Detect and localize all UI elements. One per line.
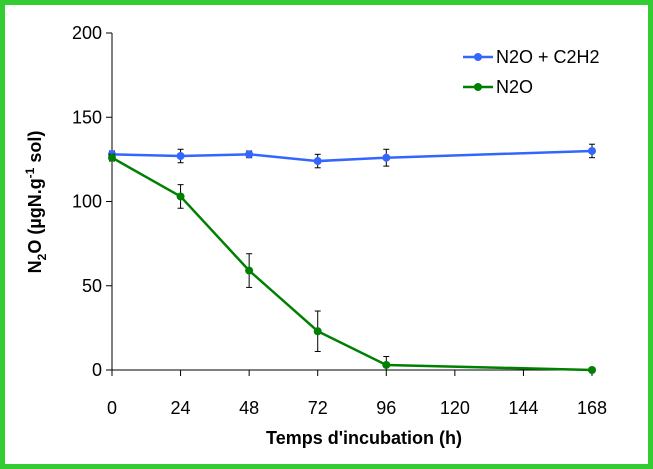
y-tick-label: 50 — [82, 276, 102, 296]
data-point — [382, 153, 391, 162]
y-tick-label: 0 — [92, 360, 102, 380]
y-axis-title: N2O (µgN.g-1 sol) — [23, 131, 49, 274]
x-tick-label: 168 — [577, 398, 607, 418]
series-group — [108, 143, 596, 374]
data-point — [588, 366, 596, 374]
legend-swatch-marker — [474, 83, 482, 91]
data-point — [245, 150, 254, 159]
x-tick-label: 48 — [239, 398, 259, 418]
x-tick-label: 144 — [508, 398, 538, 418]
legend-label: N2O + C2H2 — [496, 47, 600, 67]
x-ticks: 0 24 48 72 96 120 144 168 — [107, 370, 607, 418]
y-tick-label: 100 — [72, 192, 102, 212]
y-axis-title-end: sol) — [25, 131, 45, 168]
x-tick-label: 72 — [308, 398, 328, 418]
y-axis-title-sub: 2 — [35, 253, 49, 260]
y-axis-title-base: N — [25, 260, 45, 273]
x-axis-title: Temps d'incubation (h) — [266, 428, 462, 448]
x-tick-label: 0 — [107, 398, 117, 418]
x-tick-label: 24 — [171, 398, 191, 418]
series-2 — [108, 153, 596, 374]
y-axis-title-mid: O (µgN.g — [25, 178, 45, 253]
data-point — [588, 146, 596, 155]
y-ticks: 0 50 100 150 200 — [72, 23, 112, 380]
y-axis-title-sup: -1 — [23, 167, 37, 178]
x-tick-label: 120 — [440, 398, 470, 418]
data-point — [313, 327, 322, 336]
x-tick-label: 96 — [376, 398, 396, 418]
data-point — [245, 266, 254, 275]
series-1 — [108, 143, 596, 169]
legend-swatch-marker — [474, 53, 482, 61]
y-tick-label: 200 — [72, 23, 102, 43]
legend-label: N2O — [496, 77, 533, 97]
y-tick-label: 150 — [72, 107, 102, 127]
series-line — [111, 149, 593, 163]
legend: N2O + C2H2 N2O — [463, 47, 600, 97]
data-point — [108, 153, 116, 162]
data-point — [313, 157, 322, 166]
data-point — [382, 360, 391, 369]
series-line — [111, 156, 593, 372]
data-point — [176, 152, 185, 161]
data-point — [176, 192, 185, 201]
